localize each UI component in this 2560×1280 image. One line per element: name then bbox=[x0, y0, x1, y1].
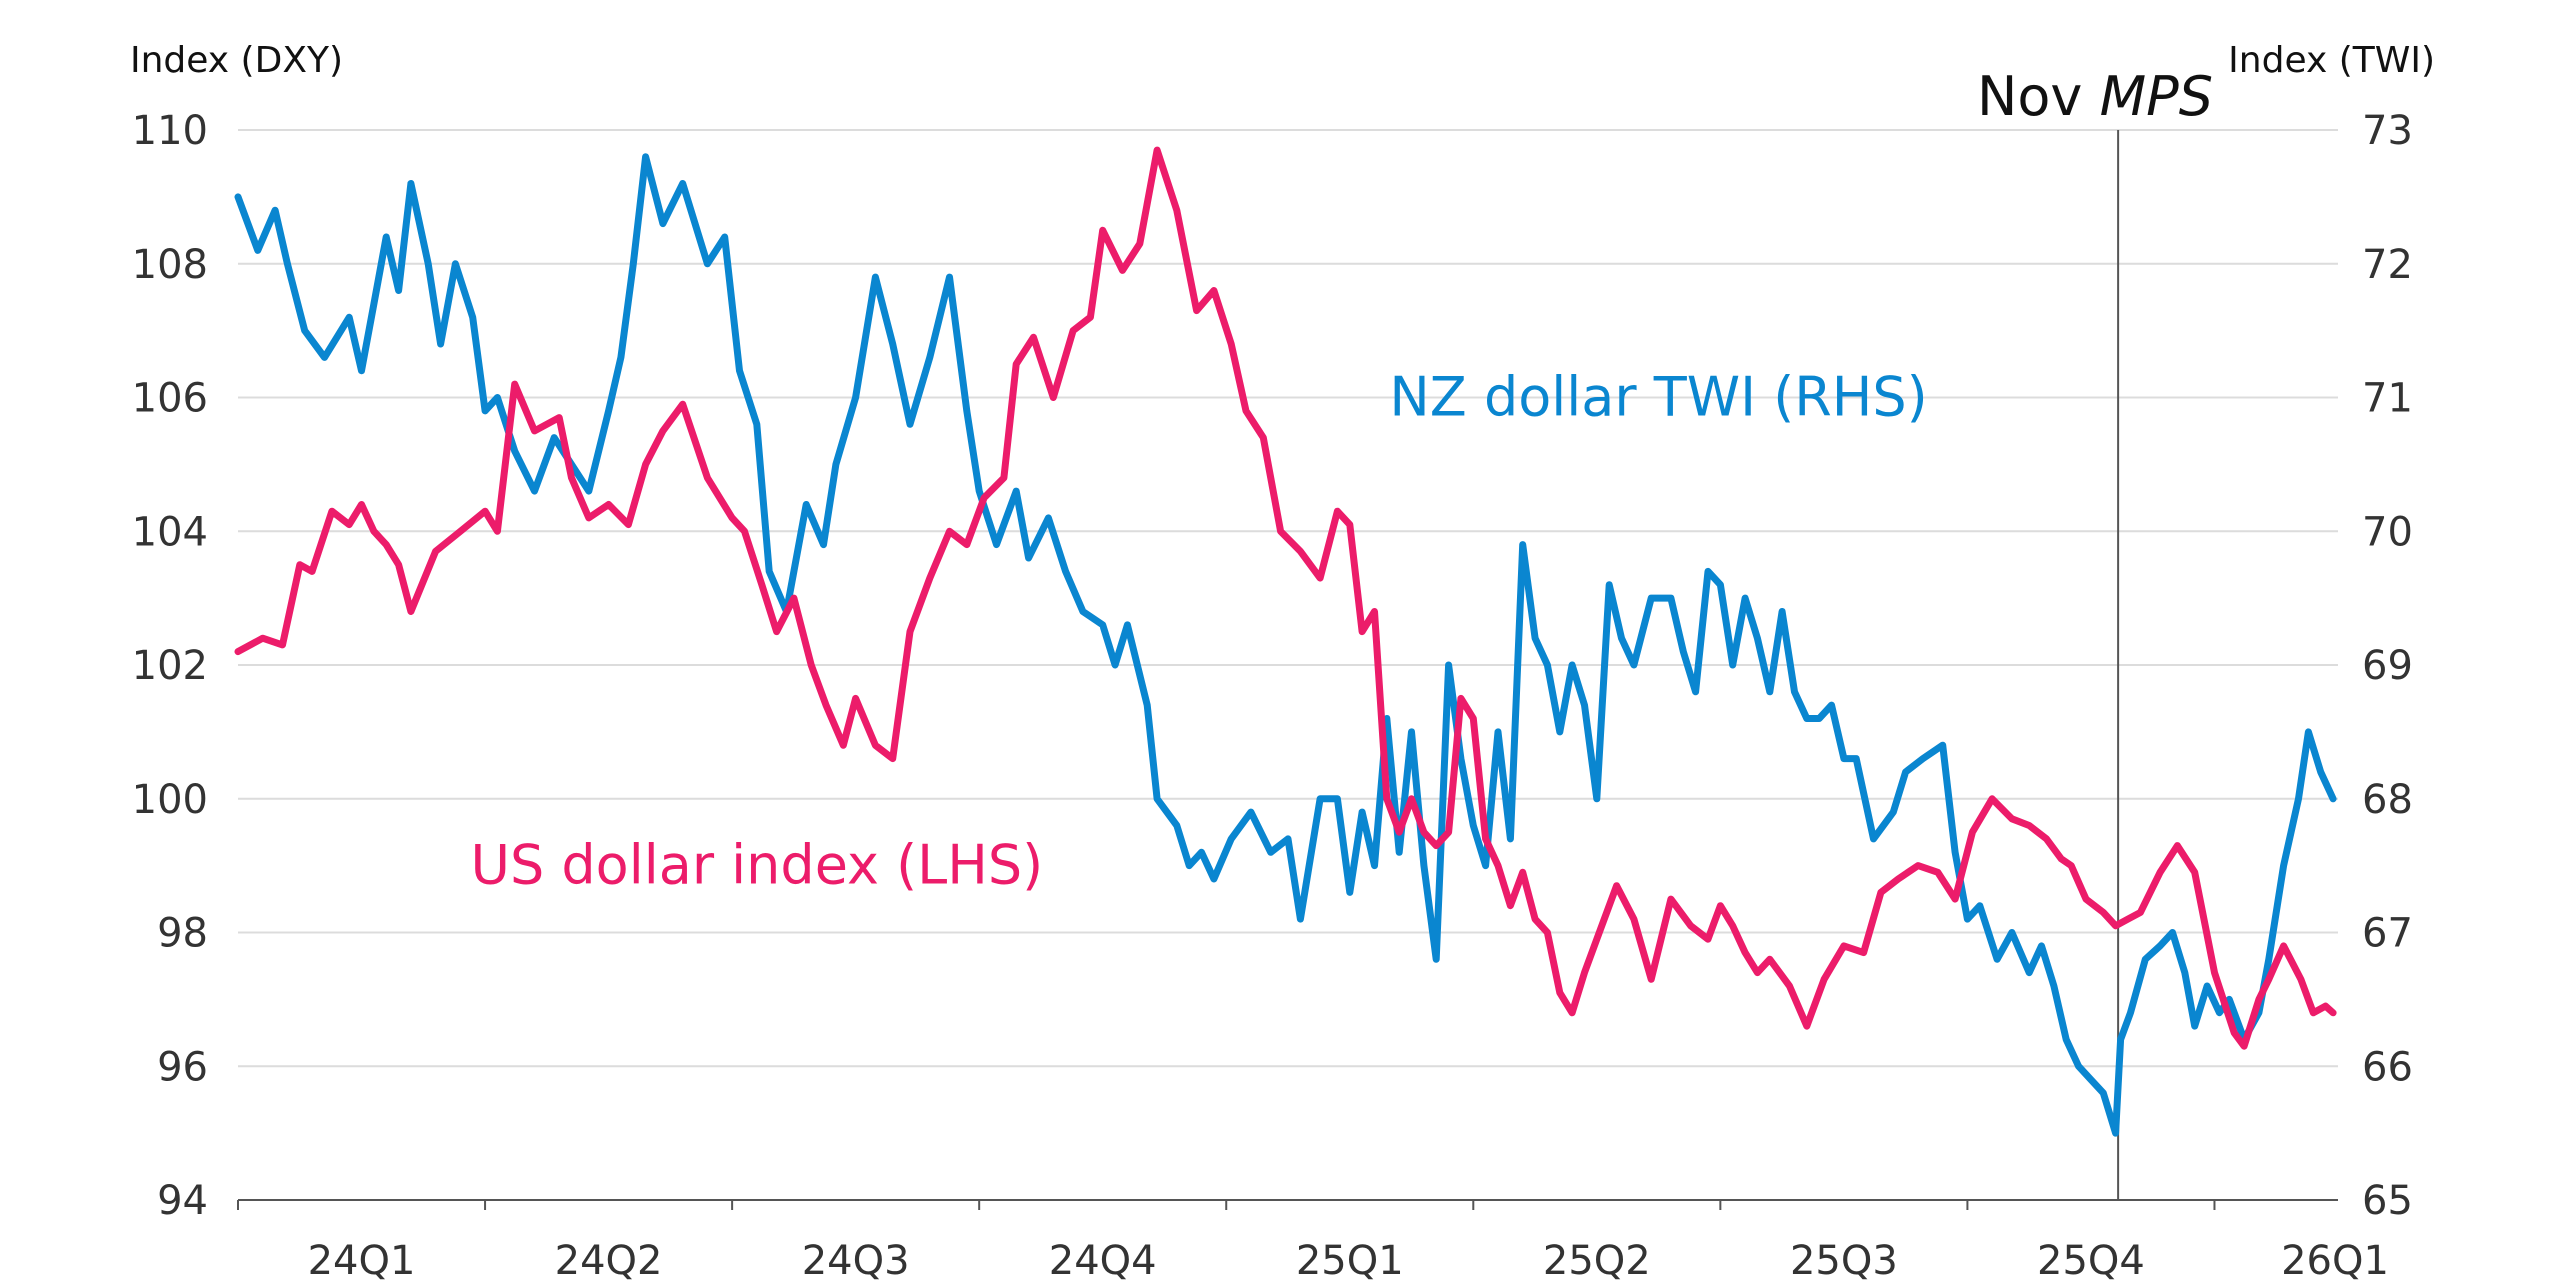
y-axis-right-label: Index (TWI) bbox=[2228, 40, 2435, 81]
x-tick-label: 25Q3 bbox=[1790, 1238, 1898, 1280]
x-axis: 24Q1 24Q2 24Q3 24Q4 25Q1 25Q2 25Q3 25Q4 26Q1 bbox=[237, 1199, 2389, 1280]
y-right-tick-label: 65 bbox=[2362, 1178, 2413, 1224]
y-axis-left: 94 96 98 100 102 104 106 108 110 bbox=[132, 108, 208, 1224]
y-left-tick-label: 104 bbox=[132, 509, 208, 555]
series-line-0 bbox=[234, 153, 2337, 1137]
gridlines bbox=[238, 129, 2338, 1068]
x-tick-label: 25Q2 bbox=[1543, 1238, 1651, 1280]
y-right-tick-label: 71 bbox=[2362, 376, 2413, 422]
x-tick-label: 24Q2 bbox=[555, 1238, 663, 1280]
y-left-tick-label: 108 bbox=[132, 242, 208, 288]
y-left-tick-label: 106 bbox=[132, 376, 208, 422]
y-left-tick-label: 102 bbox=[132, 643, 208, 689]
y-left-tick-label: 94 bbox=[157, 1178, 208, 1224]
y-left-tick-label: 110 bbox=[132, 108, 208, 154]
y-right-tick-label: 73 bbox=[2362, 108, 2413, 154]
x-tick-label: 25Q4 bbox=[2037, 1238, 2145, 1280]
y-axis-left-label: Index (DXY) bbox=[130, 40, 343, 81]
y-right-tick-label: 70 bbox=[2362, 509, 2413, 555]
series-label-1: US dollar index (LHS) bbox=[470, 834, 1043, 897]
series-label-0: NZ dollar TWI (RHS) bbox=[1389, 366, 1927, 429]
series-line-1 bbox=[234, 146, 2337, 1050]
series-lines bbox=[234, 146, 2337, 1137]
y-left-tick-label: 96 bbox=[157, 1044, 208, 1090]
y-right-tick-label: 69 bbox=[2362, 643, 2413, 689]
annotation-prefix: Nov bbox=[1977, 65, 2100, 128]
annotation-emphasis: MPS bbox=[2100, 65, 2213, 128]
x-tick-label: 24Q3 bbox=[802, 1238, 910, 1280]
series-labels: NZ dollar TWI (RHS) US dollar index (LHS) bbox=[470, 366, 1927, 897]
x-tick-label: 24Q1 bbox=[308, 1238, 416, 1280]
x-tick-label: 24Q4 bbox=[1049, 1238, 1157, 1280]
y-right-tick-label: 66 bbox=[2362, 1044, 2413, 1090]
y-right-tick-label: 68 bbox=[2362, 777, 2413, 823]
y-left-tick-label: 100 bbox=[132, 777, 208, 823]
x-tick-label: 25Q1 bbox=[1296, 1238, 1404, 1280]
x-tick-label: 26Q1 bbox=[2281, 1238, 2389, 1280]
y-left-tick-label: 98 bbox=[157, 911, 208, 957]
y-axis-right: 65 66 67 68 69 70 71 72 73 bbox=[2362, 108, 2413, 1224]
y-right-tick-label: 67 bbox=[2362, 911, 2413, 957]
y-right-tick-label: 72 bbox=[2362, 242, 2413, 288]
annotation-label: Nov MPS bbox=[1977, 65, 2213, 128]
